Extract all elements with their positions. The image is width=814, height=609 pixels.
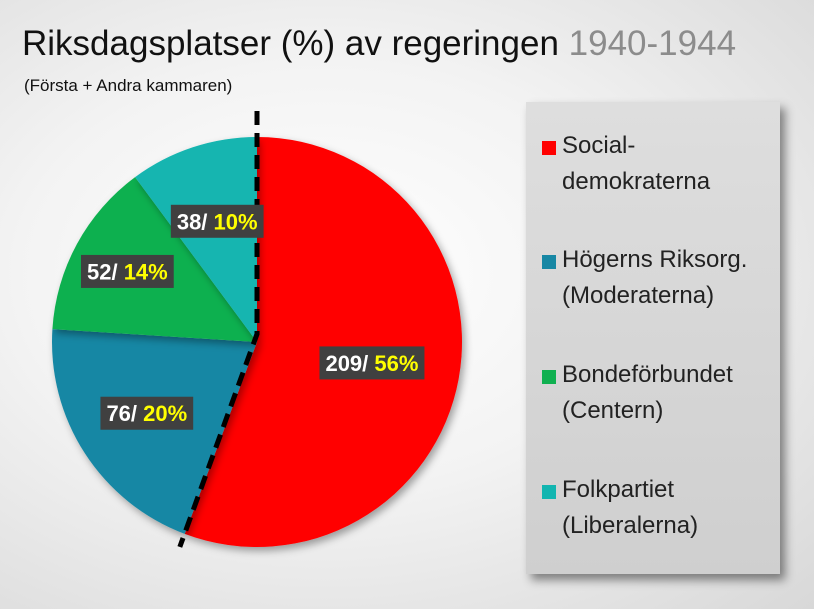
legend-label: Social-demokraterna [562,128,710,200]
data-label-3: 38/ 10% [170,204,264,238]
data-label-seats: 209/ [325,350,374,375]
chart-title-main: Riksdagsplatser (%) av regeringen [22,24,559,63]
legend-label-line-1: (Moderaterna) [562,282,715,309]
legend-label-line-0: Folkpartiet [562,476,675,503]
data-label-percent: 14% [124,259,168,284]
data-label-percent: 20% [143,401,187,426]
data-label-1: 76/ 20% [100,396,194,430]
pie-slice-0 [184,137,462,548]
legend-swatch [542,370,556,384]
legend-swatch [542,141,556,155]
data-label-box [319,346,425,380]
data-label-2: 52/ 14% [80,254,174,288]
legend-label-line-0: Social- [562,132,636,159]
legend-label: Folkpartiet (Liberalerna) [562,472,698,544]
legend-label: Bondeförbundet (Centern) [562,357,733,429]
legend-label-line-1: demokraterna [562,168,711,195]
data-label-text: 52/ 14% [87,259,168,284]
slice-divider-line [177,111,260,548]
data-label-box [170,204,264,238]
data-label-text: 76/ 20% [106,401,187,426]
chart-title: Riksdagsplatser (%) av regeringen 1940-1… [22,24,736,64]
legend: Social-demokraterna Högerns Riksorg. (Mode… [526,102,780,574]
data-label-percent: 56% [374,350,418,375]
data-label-seats: 38/ [177,209,214,234]
pie-slice-1 [52,329,257,534]
legend-swatch [542,255,556,269]
chart-title-years: 1940-1944 [568,24,737,63]
data-label-box [80,254,174,288]
data-label-0: 209/ 56% [319,346,425,380]
legend-label-line-1: (Centern) [562,397,664,424]
pie-slice-3 [135,137,257,342]
legend-label: Högerns Riksorg. (Moderaterna) [562,242,747,314]
data-label-box [100,396,194,430]
data-label-text: 38/ 10% [177,209,258,234]
legend-label-line-0: Högerns Riksorg. [562,246,748,273]
data-label-text: 209/ 56% [325,350,418,375]
legend-label-line-1: (Liberalerna) [562,512,699,539]
legend-label-line-0: Bondeförbundet [562,361,733,388]
data-label-seats: 76/ [106,401,143,426]
data-label-percent: 10% [214,209,258,234]
legend-swatch [542,485,556,499]
data-label-seats: 52/ [87,259,124,284]
chart-subtitle: (Första + Andra kammaren) [24,76,233,95]
